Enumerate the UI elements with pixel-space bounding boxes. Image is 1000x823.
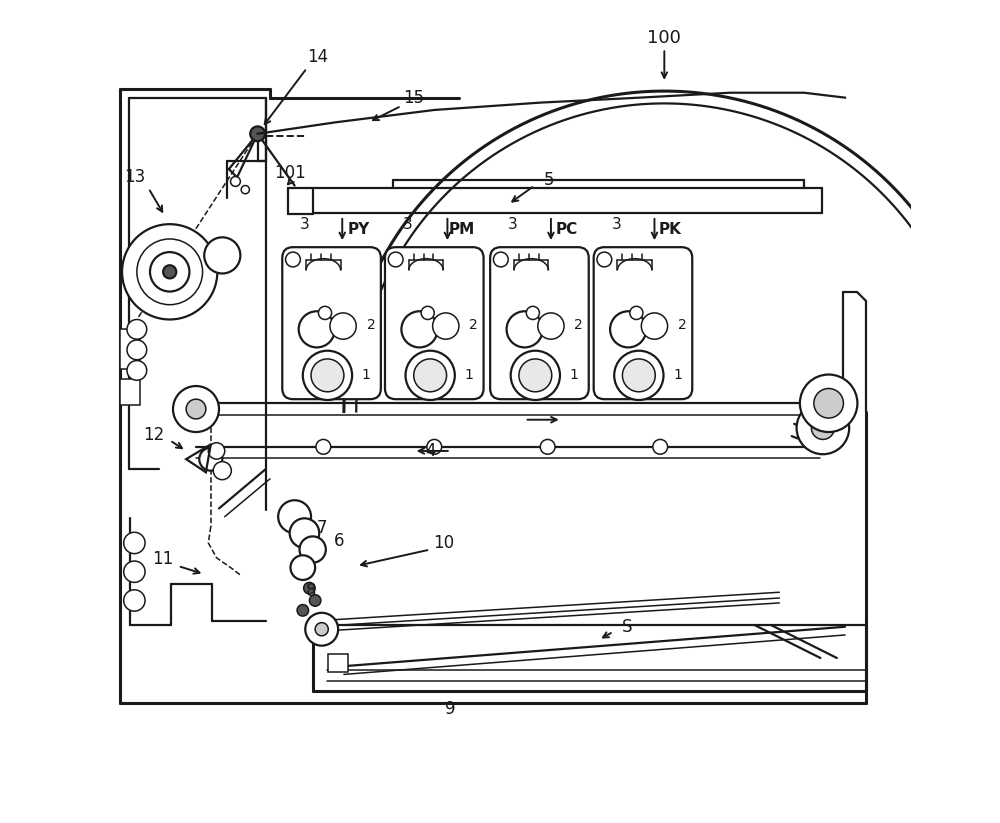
Circle shape [630, 306, 643, 319]
Text: 100: 100 [647, 29, 681, 47]
Circle shape [250, 127, 265, 142]
Circle shape [124, 590, 145, 611]
Circle shape [427, 439, 442, 454]
Circle shape [278, 500, 311, 533]
Text: 14: 14 [307, 48, 328, 66]
FancyBboxPatch shape [385, 247, 484, 399]
Circle shape [186, 399, 206, 419]
Bar [120, 379, 140, 405]
Text: 10: 10 [434, 534, 455, 552]
Text: 15: 15 [403, 89, 424, 107]
Text: 1: 1 [570, 368, 578, 382]
Circle shape [124, 561, 145, 583]
Text: 12: 12 [143, 425, 164, 444]
Circle shape [641, 313, 668, 339]
Circle shape [800, 374, 857, 432]
Text: 1: 1 [362, 368, 371, 382]
Text: PY: PY [348, 221, 370, 236]
Circle shape [173, 386, 219, 432]
Circle shape [286, 252, 300, 267]
Circle shape [610, 311, 646, 347]
Circle shape [653, 439, 668, 454]
Bar [328, 654, 348, 672]
Text: 2: 2 [469, 319, 478, 332]
Bar [120, 329, 140, 369]
Circle shape [330, 313, 356, 339]
Circle shape [204, 237, 240, 273]
Circle shape [811, 416, 834, 439]
Circle shape [299, 311, 335, 347]
Text: 4: 4 [425, 442, 435, 460]
Circle shape [290, 518, 319, 548]
Text: 2: 2 [367, 319, 375, 332]
Circle shape [526, 306, 539, 319]
Circle shape [493, 252, 508, 267]
Circle shape [311, 359, 344, 392]
Circle shape [199, 448, 222, 471]
Circle shape [305, 613, 338, 646]
Text: 1: 1 [673, 368, 682, 382]
Circle shape [213, 462, 231, 480]
Circle shape [304, 583, 315, 594]
FancyBboxPatch shape [490, 247, 589, 399]
Circle shape [622, 359, 655, 392]
Circle shape [540, 439, 555, 454]
Text: 3: 3 [300, 216, 309, 231]
FancyBboxPatch shape [282, 247, 381, 399]
Circle shape [318, 306, 332, 319]
Circle shape [127, 340, 147, 360]
Circle shape [163, 265, 176, 278]
Circle shape [511, 351, 560, 400]
Text: 3: 3 [403, 216, 413, 231]
Text: 3: 3 [612, 216, 622, 231]
Circle shape [316, 439, 331, 454]
Circle shape [303, 351, 352, 400]
Circle shape [208, 443, 225, 459]
Text: PC: PC [555, 221, 578, 236]
Text: 3: 3 [507, 216, 517, 231]
FancyBboxPatch shape [594, 247, 692, 399]
Text: 5: 5 [544, 171, 555, 188]
Circle shape [814, 388, 843, 418]
Circle shape [421, 306, 434, 319]
Circle shape [300, 537, 326, 563]
Text: 13: 13 [124, 169, 145, 186]
Circle shape [150, 252, 189, 291]
Text: 6: 6 [334, 532, 344, 551]
Text: 8: 8 [306, 582, 316, 600]
Text: 2: 2 [574, 319, 583, 332]
Circle shape [507, 311, 543, 347]
Text: PM: PM [448, 221, 475, 236]
Circle shape [127, 360, 147, 380]
Circle shape [519, 359, 552, 392]
Circle shape [290, 556, 315, 580]
Circle shape [388, 252, 403, 267]
Circle shape [137, 239, 203, 305]
Circle shape [433, 313, 459, 339]
Text: 7: 7 [316, 519, 327, 537]
Circle shape [122, 224, 217, 319]
Circle shape [538, 313, 564, 339]
Text: 2: 2 [678, 319, 687, 332]
Circle shape [231, 176, 240, 186]
Text: 1: 1 [464, 368, 473, 382]
Circle shape [614, 351, 664, 400]
Circle shape [127, 319, 147, 339]
Circle shape [309, 595, 321, 607]
Circle shape [406, 351, 455, 400]
Circle shape [241, 185, 249, 193]
Text: 9: 9 [445, 700, 456, 718]
Circle shape [414, 359, 447, 392]
Circle shape [401, 311, 438, 347]
Circle shape [297, 605, 309, 616]
Circle shape [124, 532, 145, 554]
Circle shape [315, 623, 328, 636]
Text: 101: 101 [275, 165, 306, 182]
Text: 11: 11 [153, 551, 174, 569]
Text: S: S [622, 618, 633, 635]
Circle shape [597, 252, 612, 267]
Circle shape [797, 402, 849, 454]
Text: PK: PK [659, 221, 682, 236]
